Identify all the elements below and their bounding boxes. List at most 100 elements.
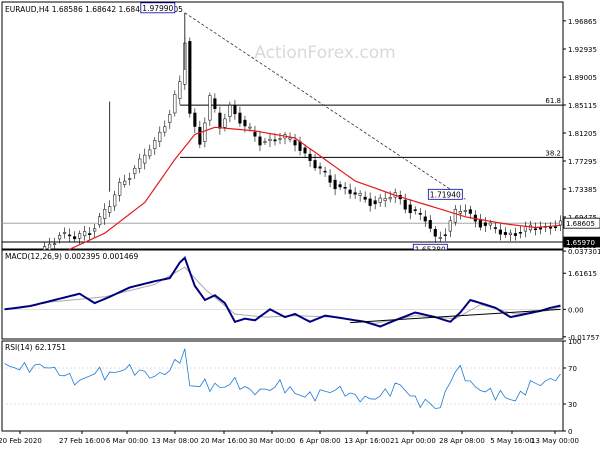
candle-body <box>313 160 317 169</box>
candle-body <box>333 179 337 190</box>
price-tag-label: 1.68605 <box>566 220 595 228</box>
rsi-axis-label: 100 <box>568 338 581 346</box>
candle-body <box>73 236 77 240</box>
candle-body <box>358 193 362 196</box>
candle-body <box>128 178 132 180</box>
candle-body <box>78 233 82 239</box>
candle-body <box>63 232 67 234</box>
candle-body <box>403 199 407 210</box>
macd-axis-label: 0.037301 <box>568 248 600 256</box>
macd-trendline <box>350 308 561 324</box>
price-axis-label: 1.92935 <box>568 46 597 54</box>
x-tick-label: 13 Apr 16:00 <box>344 437 390 445</box>
x-tick-label: 13 Mar 08:00 <box>152 437 199 445</box>
price-axis-label: 1.89005 <box>568 74 597 82</box>
candle-body <box>233 105 237 115</box>
watermark: ActionForex.com <box>254 43 395 63</box>
candle-body <box>203 122 207 142</box>
candle-body <box>408 204 412 214</box>
price-tag-box <box>563 236 600 248</box>
candle-body <box>58 235 62 240</box>
rsi-title: RSI(14) 62.1751 <box>5 343 66 352</box>
candle-body <box>318 166 322 169</box>
price-tag-box <box>563 217 600 229</box>
price-plot-frame <box>1 1 564 250</box>
candle-body <box>493 227 497 229</box>
macd-panel: MACD(12,26,9) 0.002395 0.001469 0.037301 0… <box>1 248 600 342</box>
candle-body <box>123 180 127 185</box>
candle-body <box>383 198 387 201</box>
annotation-box <box>427 188 463 200</box>
candle-body <box>173 94 177 114</box>
candle-body <box>448 220 452 232</box>
rsi-axis-label: 70 <box>568 365 577 373</box>
candle-body <box>373 200 377 205</box>
candle-body <box>303 147 307 154</box>
x-tick-label: 13 May 00:00 <box>531 437 579 445</box>
candle-body <box>278 138 282 140</box>
candle-body <box>133 167 137 175</box>
macd-axis-label: 0.00 <box>568 306 584 314</box>
candle-body <box>273 139 277 142</box>
x-tick-label: 21 Apr 00:00 <box>390 437 436 445</box>
candle-body <box>458 211 462 214</box>
candle-body <box>558 220 563 226</box>
rsi-axis-label: 30 <box>568 401 577 409</box>
candle-body <box>343 187 347 189</box>
candle-body <box>143 154 147 164</box>
candle-body <box>498 229 502 235</box>
price-title: EURAUD,H4 1.68586 1.68642 1.68408 1.6860… <box>5 5 183 14</box>
moving-average-line <box>4 126 561 275</box>
candle-body <box>158 131 162 142</box>
candle-body <box>288 137 292 140</box>
macd-title: MACD(12,26,9) 0.002395 0.001469 <box>5 252 139 261</box>
candle-body <box>328 175 332 183</box>
price-panel: ActionForex.com EURAUD,H4 1.68586 1.68642… <box>1 1 600 278</box>
annotation-label: 1.97990 <box>142 4 173 13</box>
rsi-axis-label: 0 <box>568 428 572 436</box>
x-tick-label: 30 Mar 00:00 <box>249 437 296 445</box>
candle-body <box>503 232 507 235</box>
candle-body <box>258 136 262 146</box>
candle-body <box>108 206 112 213</box>
candle-body <box>238 112 242 124</box>
x-tick-label: 6 Apr 08:00 <box>299 437 340 445</box>
dashed-trendline <box>184 12 466 200</box>
x-tick-label: 20 Feb 2020 <box>0 437 42 445</box>
macd-line <box>4 256 561 328</box>
candle-body <box>103 209 107 219</box>
x-axis: 20 Feb 2020 27 Feb 16:00 6 Mar 00:00 13 Mar… <box>0 431 579 445</box>
candle-body <box>98 216 102 226</box>
candle-body <box>253 131 257 137</box>
candle-body <box>193 112 197 127</box>
candle-body <box>263 141 267 143</box>
candle-body <box>188 41 192 114</box>
candle-body <box>163 126 167 133</box>
annotation-label: 1.71940 <box>430 190 461 199</box>
candle-body <box>248 126 252 129</box>
candle-body <box>478 220 482 228</box>
candle-body <box>198 127 202 145</box>
price-axis-label: 1.81205 <box>568 130 597 138</box>
candle-body <box>178 81 182 99</box>
candle-body <box>88 233 92 236</box>
candle-body <box>53 243 57 245</box>
candle-body <box>83 231 87 237</box>
candle-body <box>413 209 417 211</box>
candle-body <box>443 234 447 236</box>
candle-body <box>353 192 357 195</box>
annotation-box <box>140 2 176 14</box>
candle-body <box>453 208 457 223</box>
candle-body <box>208 95 212 121</box>
x-tick-label: 27 Feb 16:00 <box>59 437 105 445</box>
candle-body <box>243 119 247 127</box>
rsi-line <box>4 348 561 409</box>
candle-body <box>168 114 172 123</box>
price-axis-label: 1.73385 <box>568 186 597 194</box>
candle-body <box>113 194 117 207</box>
candle-body <box>348 189 352 194</box>
x-tick-label: 5 May 16:00 <box>490 437 534 445</box>
x-tick-label: 28 Apr 08:00 <box>439 437 485 445</box>
candle-body <box>438 237 442 239</box>
candle-body <box>218 112 222 129</box>
